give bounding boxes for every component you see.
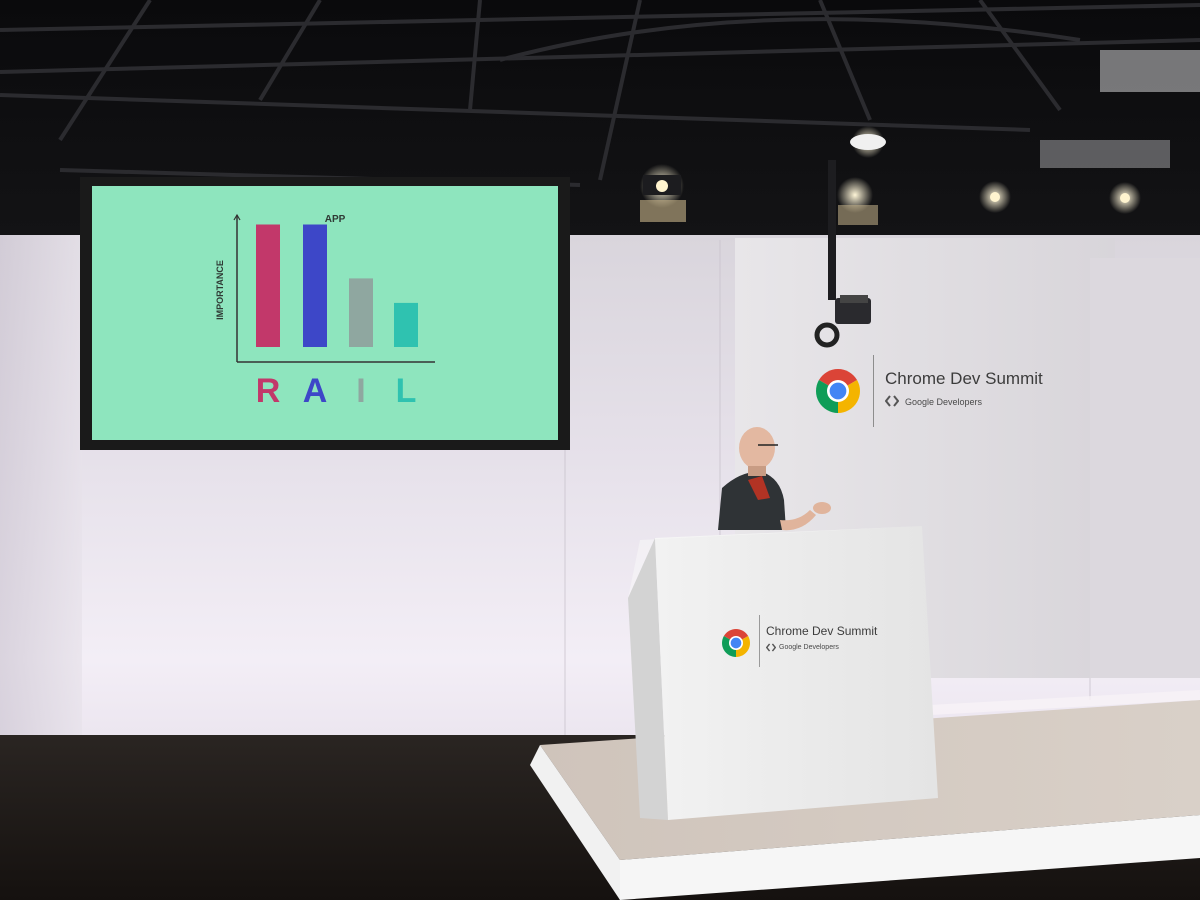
bar-r [256,224,280,347]
event-title: Chrome Dev Summit [766,624,878,638]
category-label-r: R [256,372,281,410]
event-organizer: Google Developers [905,397,983,407]
y-axis-label: IMPORTANCE [215,260,225,320]
podium-side [628,538,668,820]
chrome-logo-podium [722,629,750,657]
branding-divider [759,615,760,667]
category-label-l: L [396,372,417,410]
ceiling-light-panels [1040,50,1200,168]
wall-left-panel [0,235,82,735]
category-label-a: A [303,372,328,410]
podium-front [655,526,938,820]
branding-divider [873,355,874,427]
chart-title: APP [325,214,346,225]
slide-chart: APP IMPORTANCE R A I L [215,213,435,410]
google-developers-icon [766,643,776,652]
stage-platform-edge [530,745,620,900]
bar-a [303,224,327,347]
event-organizer: Google Developers [779,644,839,651]
y-axis-arrow [233,213,241,221]
speaker [718,427,831,531]
bar-i [349,278,373,347]
stage-spotlights [640,126,1141,225]
google-developers-icon [885,395,899,407]
event-title: Chrome Dev Summit [885,369,1043,388]
category-label-i: I [356,372,365,410]
chrome-logo-backdrop [816,369,860,413]
podium-branding: Chrome Dev Summit Google Developers [720,615,890,667]
camera-mount [814,160,871,348]
backdrop-branding: Chrome Dev Summit Google Developers [815,355,1075,427]
bar-l [394,302,418,347]
